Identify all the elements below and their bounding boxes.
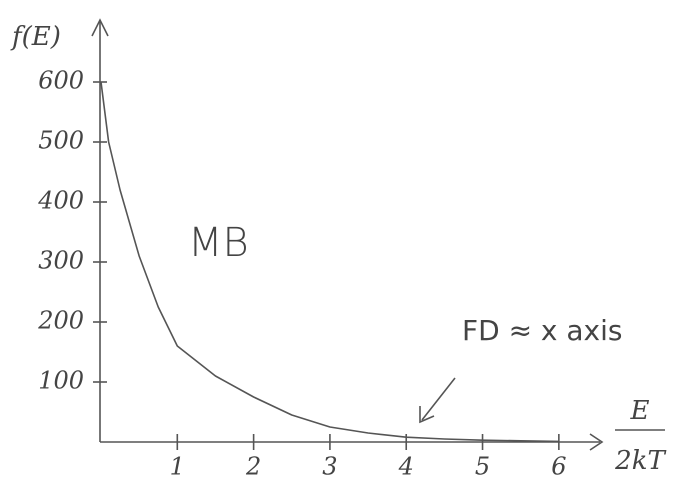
y-tick-label: 300 (38, 247, 84, 275)
y-axis-label: f(E) (10, 22, 61, 52)
data-line (101, 82, 559, 441)
chart: f(E) E 2kT MB FD ≈ x axis 100 200 300 400 50… (0, 0, 692, 491)
annotation-arrow (422, 378, 455, 420)
y-tick-label: 500 (38, 127, 84, 155)
x-axis-label-denominator: 2kT (614, 446, 666, 476)
y-tick-label: 100 (38, 367, 84, 395)
x-tick-label: 5 (475, 453, 490, 481)
y-tick-label: 400 (37, 187, 84, 215)
y-tick-label: 600 (38, 67, 84, 95)
x-axis-label-numerator: E (630, 396, 650, 426)
x-tick-label: 3 (322, 453, 337, 481)
annotation: FD ≈ x axis (462, 314, 623, 347)
x-tick-label: 4 (398, 453, 414, 481)
annotation: MB (188, 220, 249, 266)
x-tick-label: 6 (551, 453, 566, 481)
y-tick-label: 200 (37, 307, 84, 335)
x-tick-label: 2 (245, 453, 261, 481)
x-tick-label: 1 (170, 453, 185, 481)
